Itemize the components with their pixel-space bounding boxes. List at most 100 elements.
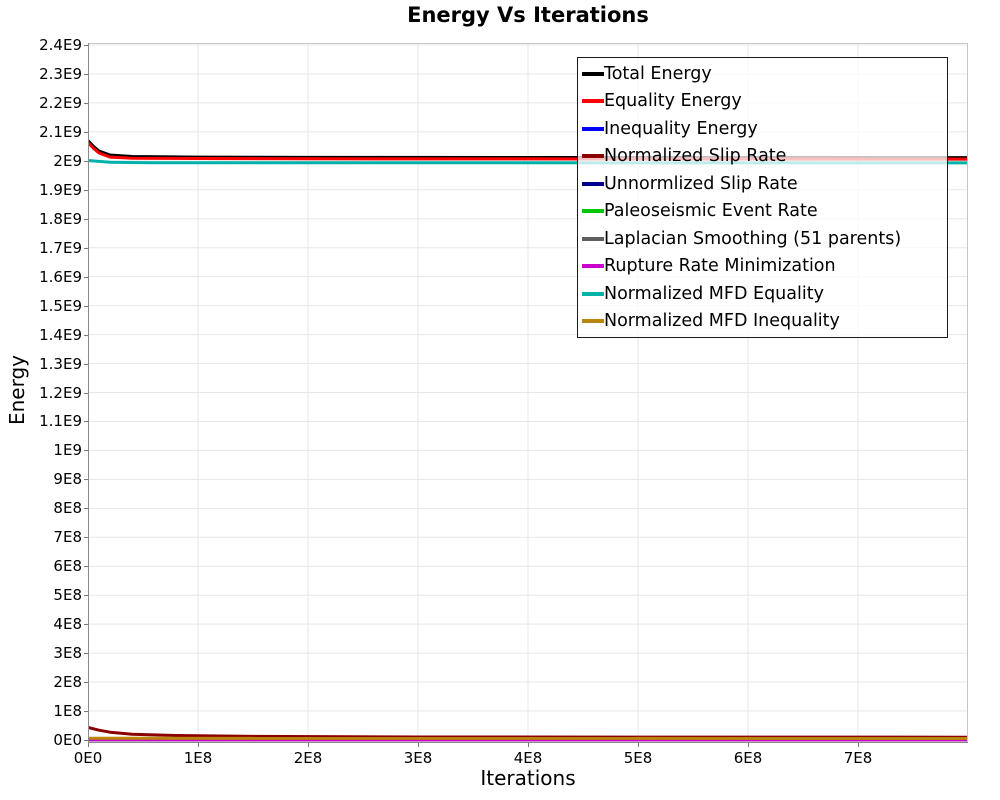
legend-swatch-icon — [582, 209, 604, 214]
legend-swatch-icon — [582, 181, 604, 186]
y-tick-mark — [84, 595, 88, 597]
y-tick-mark — [84, 624, 88, 626]
y-tick-label: 0E0 — [53, 731, 82, 749]
x-axis-title: Iterations — [480, 766, 576, 790]
legend-label: Rupture Rate Minimization — [604, 256, 836, 277]
legend-row: Normalized MFD Inequality — [582, 308, 947, 336]
y-tick-label: 1.5E9 — [39, 296, 82, 315]
y-tick-label: 2E9 — [53, 151, 82, 170]
legend-row: Normalized MFD Equality — [582, 280, 947, 308]
x-tick-mark — [308, 743, 309, 747]
y-tick-mark — [84, 102, 88, 104]
legend-swatch-icon — [582, 319, 604, 324]
x-tick-label: 2E8 — [293, 749, 323, 767]
x-tick-label: 7E8 — [843, 749, 873, 767]
x-tick-label: 4E8 — [513, 749, 543, 767]
legend-swatch-icon — [582, 126, 604, 131]
legend-label: Paleoseismic Event Rate — [604, 201, 818, 222]
legend-swatch-icon — [582, 291, 604, 296]
x-tick-mark — [858, 743, 859, 747]
y-tick-mark — [84, 740, 88, 741]
legend-swatch-icon — [582, 154, 604, 159]
y-tick-label: 9E8 — [53, 470, 82, 489]
y-tick-label: 7E8 — [53, 528, 82, 547]
y-tick-label: 1E9 — [53, 441, 82, 460]
y-tick-mark — [84, 247, 88, 249]
legend-label: Normalized MFD Equality — [604, 283, 824, 304]
legend-row: Inequality Energy — [582, 115, 947, 143]
y-tick-mark — [84, 421, 88, 423]
series-line-1 — [86, 141, 969, 161]
legend-swatch-icon — [582, 264, 604, 269]
plot-area — [86, 43, 969, 743]
y-tick-label: 5E8 — [53, 586, 82, 605]
x-tick-label: 1E8 — [183, 749, 213, 767]
x-tick-label: 3E8 — [403, 749, 433, 767]
legend-row: Equality Energy — [582, 88, 947, 116]
y-tick-mark — [84, 711, 88, 713]
y-tick-label: 1.9E9 — [39, 180, 82, 199]
y-tick-label: 8E8 — [53, 499, 82, 518]
x-tick-label: 6E8 — [733, 749, 763, 767]
y-tick-label: 1.4E9 — [39, 325, 82, 344]
x-tick-label: 0E0 — [73, 749, 103, 767]
legend-label: Unnormlized Slip Rate — [604, 173, 798, 194]
y-tick-label: 1.3E9 — [39, 354, 82, 373]
y-tick-label: 4E8 — [53, 615, 82, 634]
legend-label: Total Energy — [604, 63, 712, 84]
legend-row: Unnormlized Slip Rate — [582, 170, 947, 198]
y-tick-label: 1.7E9 — [39, 238, 82, 257]
y-tick-mark — [84, 334, 88, 336]
y-tick-label: 2E8 — [53, 673, 82, 692]
legend-label: Laplacian Smoothing (51 parents) — [604, 228, 902, 249]
legend-swatch-icon — [582, 236, 604, 241]
legend: Total Energy Equality Energy Inequality En… — [577, 57, 948, 338]
y-tick-mark — [84, 160, 88, 162]
legend-row: Total Energy — [582, 60, 947, 88]
legend-row: Normalized Slip Rate — [582, 143, 947, 171]
y-tick-mark — [84, 189, 88, 191]
legend-label: Normalized Slip Rate — [604, 146, 787, 167]
y-tick-mark — [84, 276, 88, 278]
y-tick-label: 2.2E9 — [39, 93, 82, 112]
y-tick-mark — [84, 392, 88, 394]
y-tick-mark — [84, 305, 88, 307]
legend-label: Inequality Energy — [604, 118, 758, 139]
x-tick-mark — [528, 743, 529, 747]
y-tick-label: 1.6E9 — [39, 267, 82, 286]
y-tick-label: 2.1E9 — [39, 122, 82, 141]
y-tick-mark — [84, 566, 88, 568]
y-tick-mark — [84, 653, 88, 655]
series-line-8 — [87, 159, 969, 165]
legend-swatch-icon — [582, 71, 604, 76]
x-tick-mark — [748, 743, 749, 747]
x-tick-mark — [88, 743, 89, 747]
y-tick-mark — [84, 537, 88, 539]
legend-row: Laplacian Smoothing (51 parents) — [582, 225, 947, 253]
legend-swatch-icon — [582, 99, 604, 104]
y-tick-mark — [84, 45, 88, 46]
y-tick-mark — [84, 508, 88, 510]
legend-label: Normalized MFD Inequality — [604, 311, 840, 332]
y-tick-mark — [84, 218, 88, 220]
y-tick-mark — [84, 131, 88, 133]
y-tick-label: 1.1E9 — [39, 412, 82, 431]
y-tick-label: 1.8E9 — [39, 209, 82, 228]
y-tick-label: 2.4E9 — [39, 36, 82, 54]
y-tick-label: 6E8 — [53, 557, 82, 576]
y-tick-label: 2.3E9 — [39, 64, 82, 83]
y-tick-label: 1E8 — [53, 702, 82, 721]
y-tick-mark — [84, 73, 88, 75]
legend-label: Equality Energy — [604, 91, 742, 112]
y-tick-mark — [84, 479, 88, 481]
x-tick-mark — [638, 743, 639, 747]
y-tick-mark — [84, 450, 88, 452]
y-tick-mark — [84, 363, 88, 365]
x-tick-label: 5E8 — [623, 749, 653, 767]
y-tick-mark — [84, 682, 88, 684]
x-tick-mark — [418, 743, 419, 747]
legend-row: Rupture Rate Minimization — [582, 253, 947, 281]
x-tick-mark — [198, 743, 199, 747]
chart-title: Energy Vs Iterations — [407, 3, 649, 27]
